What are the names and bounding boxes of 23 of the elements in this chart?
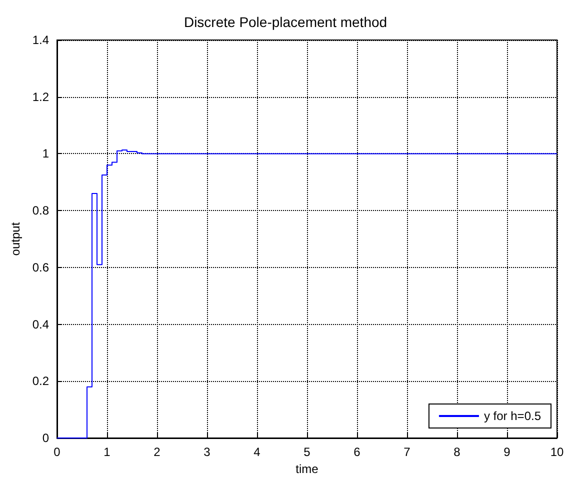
x-tick-label: 0 — [54, 445, 61, 459]
y-tick-label: 0.4 — [32, 317, 50, 332]
y-tick-label: 1 — [42, 146, 50, 161]
y-tick-label: 0.8 — [32, 204, 50, 218]
x-tick-label: 4 — [254, 445, 261, 459]
x-tick-label: 1 — [104, 445, 111, 459]
y-tick-label: 1.2 — [32, 90, 50, 104]
x-tick-label: 6 — [354, 445, 361, 459]
y-tick-label: 0.2 — [32, 374, 50, 388]
x-tick-label: 5 — [304, 445, 311, 459]
x-tick-label: 8 — [454, 445, 461, 459]
x-tick-label: 3 — [204, 445, 211, 459]
x-tick-label: 10 — [550, 445, 564, 459]
chart-title: Discrete Pole-placement method — [184, 14, 388, 30]
legend-label: y for h=0.5 — [484, 409, 542, 423]
y-tick-label: 1.4 — [32, 33, 50, 47]
x-tick-label: 7 — [404, 445, 411, 459]
y-tick-label: 0.6 — [32, 260, 50, 274]
x-tick-label: 9 — [504, 445, 511, 459]
x-axis-title: time — [296, 462, 319, 476]
y-tick-label: 0 — [42, 431, 50, 445]
y-axis-title: output — [8, 222, 22, 256]
x-tick-label: 2 — [154, 445, 161, 459]
